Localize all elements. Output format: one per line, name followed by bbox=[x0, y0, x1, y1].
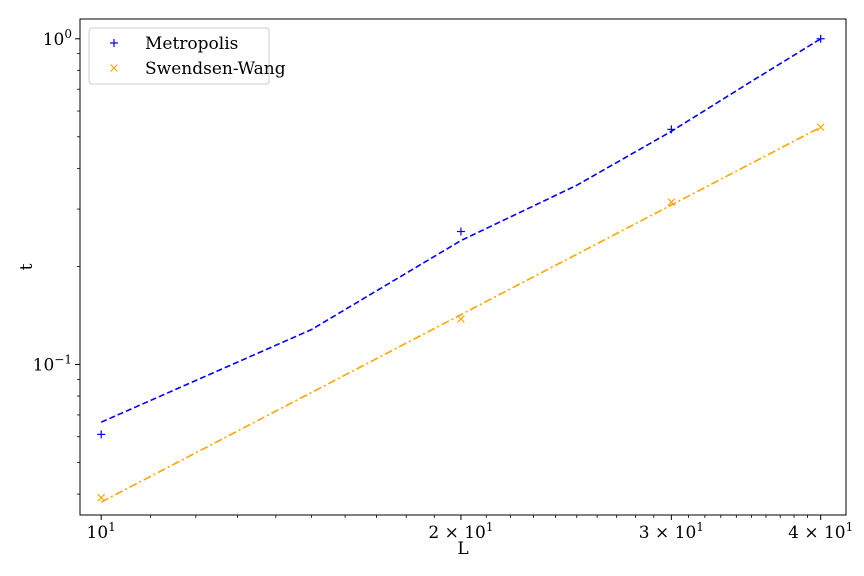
y-axis-ticks: 100 10−1 bbox=[33, 27, 80, 495]
data-point-1-3 bbox=[667, 125, 676, 134]
data-point-1-2 bbox=[456, 227, 465, 236]
y-tick-label-2: 10−1 bbox=[33, 352, 72, 375]
legend-label-1: Metropolis bbox=[145, 34, 238, 54]
data-point-1-4 bbox=[816, 34, 825, 43]
data-point-2-1 bbox=[97, 493, 106, 502]
fit-lines bbox=[100, 38, 822, 503]
legend-box bbox=[88, 27, 270, 85]
y-tick-label-1: 100 bbox=[43, 27, 72, 50]
fit-line-2 bbox=[100, 126, 822, 503]
x-tick-label-4: 4 × 101 bbox=[788, 520, 853, 543]
x-axis-label: L bbox=[457, 539, 468, 559]
legend-label-2: Swendsen-Wang bbox=[145, 59, 286, 79]
data-point-2-2 bbox=[457, 314, 465, 323]
x-tick-label-2: 2 × 101 bbox=[428, 520, 493, 543]
data-point-2-4 bbox=[816, 123, 825, 132]
legend-marker-1 bbox=[110, 39, 118, 47]
legend-marker-2 bbox=[110, 64, 118, 72]
data-point-2-3 bbox=[667, 198, 676, 207]
y-axis-label: t bbox=[17, 263, 37, 270]
data-point-1-1 bbox=[97, 430, 106, 439]
x-tick-label-1: 101 bbox=[87, 520, 116, 543]
data-points bbox=[97, 34, 825, 502]
x-axis-ticks: 101 2 × 101 3 × 101 4 × 101 bbox=[87, 515, 853, 543]
x-tick-label-3: 3 × 101 bbox=[639, 520, 704, 543]
fit-line-1 bbox=[100, 38, 822, 423]
legend: Metropolis Swendsen-Wang bbox=[88, 27, 286, 85]
